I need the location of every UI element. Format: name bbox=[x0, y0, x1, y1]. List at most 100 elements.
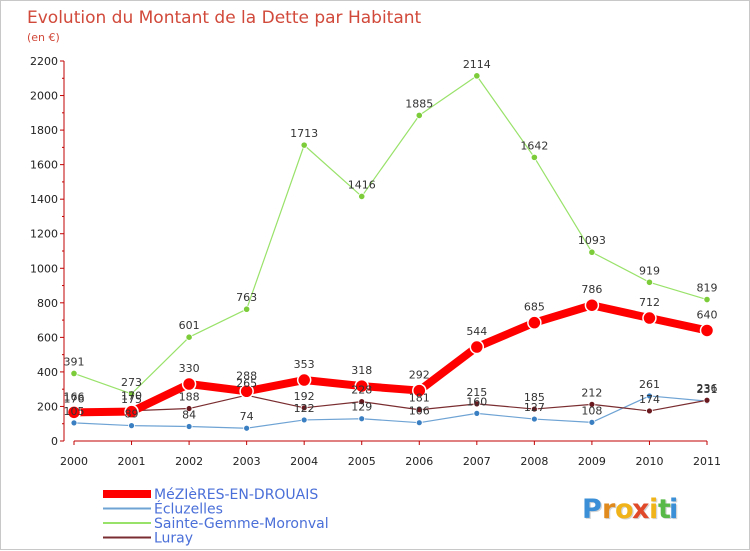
data-point bbox=[358, 192, 366, 201]
data-label: 353 bbox=[294, 358, 315, 371]
data-point bbox=[588, 248, 596, 256]
data-label: 106 bbox=[409, 405, 430, 418]
data-label: 1885 bbox=[405, 97, 433, 110]
data-point bbox=[300, 404, 308, 412]
data-point bbox=[530, 405, 538, 413]
data-point bbox=[243, 424, 251, 432]
x-tick-label: 2005 bbox=[348, 455, 376, 468]
y-tick-label: 600 bbox=[37, 331, 58, 344]
series-0 bbox=[70, 72, 711, 398]
data-label: 181 bbox=[409, 392, 430, 405]
data-point bbox=[185, 405, 193, 412]
data-point bbox=[354, 378, 369, 394]
data-label: 261 bbox=[639, 378, 660, 391]
data-point bbox=[70, 419, 78, 427]
series-line bbox=[73, 394, 708, 412]
logo-letter: P bbox=[582, 494, 602, 525]
data-point bbox=[185, 333, 193, 341]
data-label: 185 bbox=[524, 391, 545, 404]
x-tick-label: 2011 bbox=[693, 455, 721, 468]
data-label: 601 bbox=[179, 319, 200, 332]
data-label: 231 bbox=[697, 383, 718, 396]
x-tick-label: 2009 bbox=[578, 455, 606, 468]
data-point bbox=[584, 297, 600, 313]
data-label: 318 bbox=[351, 364, 372, 377]
series-line bbox=[73, 395, 708, 429]
logo-letter-shadow: t bbox=[659, 495, 672, 526]
y-tick-label: 800 bbox=[37, 297, 58, 310]
data-point bbox=[473, 400, 481, 408]
data-point bbox=[642, 310, 657, 326]
data-label: 712 bbox=[639, 296, 660, 309]
data-label: 174 bbox=[639, 393, 660, 406]
data-point bbox=[296, 372, 312, 388]
data-point bbox=[588, 400, 596, 408]
logo-letter: o bbox=[615, 494, 634, 525]
chart-title: Evolution du Montant de la Dette par Hab… bbox=[27, 8, 422, 28]
data-point bbox=[527, 315, 542, 330]
data-point bbox=[415, 406, 423, 414]
series-layer bbox=[66, 72, 715, 432]
proxiti-logo: PP rr oo xx ii tt ii bbox=[582, 494, 679, 526]
x-tick-label: 2006 bbox=[405, 455, 433, 468]
logo-letter-shadow: i bbox=[650, 495, 659, 526]
x-tick-label: 2000 bbox=[60, 455, 88, 468]
data-label: 330 bbox=[179, 362, 200, 375]
legend-label: MéZIèRES-EN-DROUAIS bbox=[154, 487, 318, 503]
data-label: 685 bbox=[524, 301, 545, 314]
x-tick-label: 2004 bbox=[290, 455, 318, 468]
data-point bbox=[646, 407, 653, 415]
data-label: 176 bbox=[64, 393, 85, 406]
data-point bbox=[646, 392, 653, 400]
data-point bbox=[127, 390, 136, 398]
logo-letter-shadow: o bbox=[616, 495, 635, 526]
logo-letter-shadow: r bbox=[603, 495, 617, 526]
data-point bbox=[128, 422, 135, 430]
data-label: 170 bbox=[121, 390, 142, 403]
data-label: 786 bbox=[581, 283, 602, 296]
legend-entry: Écluzelles bbox=[103, 501, 223, 518]
data-point bbox=[415, 111, 423, 120]
data-point bbox=[588, 418, 596, 426]
data-point bbox=[66, 405, 82, 420]
legend-label: Luray bbox=[154, 531, 193, 547]
data-label: 1416 bbox=[348, 178, 376, 191]
data-label: 188 bbox=[179, 391, 200, 404]
data-point bbox=[530, 153, 538, 161]
data-label: 919 bbox=[639, 264, 660, 277]
data-point bbox=[530, 415, 538, 423]
legend-entry: Sainte-Gemme-Moronval bbox=[103, 516, 329, 532]
data-label: 215 bbox=[466, 386, 487, 399]
data-label: 819 bbox=[697, 282, 718, 295]
data-label: 89 bbox=[125, 408, 139, 421]
data-label: 212 bbox=[581, 386, 602, 399]
data-label: 288 bbox=[236, 369, 257, 382]
data-label: 273 bbox=[121, 376, 142, 389]
legend-label: Sainte-Gemme-Moronval bbox=[154, 516, 329, 532]
x-tick-label: 2002 bbox=[175, 455, 203, 468]
logo-letter: i bbox=[669, 494, 678, 525]
data-point bbox=[473, 409, 481, 417]
data-label: 122 bbox=[294, 402, 315, 415]
data-point bbox=[300, 141, 308, 149]
legend-label: Écluzelles bbox=[154, 501, 223, 518]
data-label: 265 bbox=[236, 377, 257, 390]
y-tick-label: 2200 bbox=[30, 55, 58, 68]
logo-letter-shadow: x bbox=[633, 495, 650, 526]
data-label: 763 bbox=[236, 291, 257, 304]
data-point bbox=[243, 305, 251, 313]
logo-letter: i bbox=[649, 494, 658, 525]
y-tick-label: 1800 bbox=[30, 124, 58, 137]
data-point bbox=[703, 295, 711, 304]
data-label: 544 bbox=[466, 325, 487, 338]
data-label: 108 bbox=[581, 404, 602, 417]
data-label: 74 bbox=[240, 410, 254, 423]
axes: 0 200 400 600 800 1000 1200 1400 1600 1800 2000 220… bbox=[30, 55, 721, 468]
data-labels: 391 273 601 763 1713 1416 1885 2114 1642 1093 919 8… bbox=[64, 58, 718, 423]
data-label: 84 bbox=[182, 408, 196, 421]
data-point bbox=[412, 383, 427, 398]
series-1 bbox=[70, 392, 711, 432]
data-label: 175 bbox=[121, 393, 142, 406]
data-label: 640 bbox=[697, 308, 718, 321]
y-tick-label: 200 bbox=[37, 400, 58, 413]
